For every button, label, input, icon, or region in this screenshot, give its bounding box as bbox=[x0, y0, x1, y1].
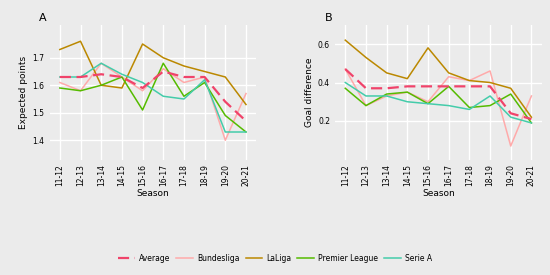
Text: B: B bbox=[324, 13, 332, 23]
X-axis label: Season: Season bbox=[422, 189, 455, 198]
Y-axis label: Expected points: Expected points bbox=[19, 56, 29, 129]
Legend: Average, Bundesliga, LaLiga, Premier League, Serie A: Average, Bundesliga, LaLiga, Premier Lea… bbox=[115, 251, 435, 266]
X-axis label: Season: Season bbox=[136, 189, 169, 198]
Text: A: A bbox=[39, 13, 47, 23]
Y-axis label: Goal difference: Goal difference bbox=[305, 57, 314, 127]
